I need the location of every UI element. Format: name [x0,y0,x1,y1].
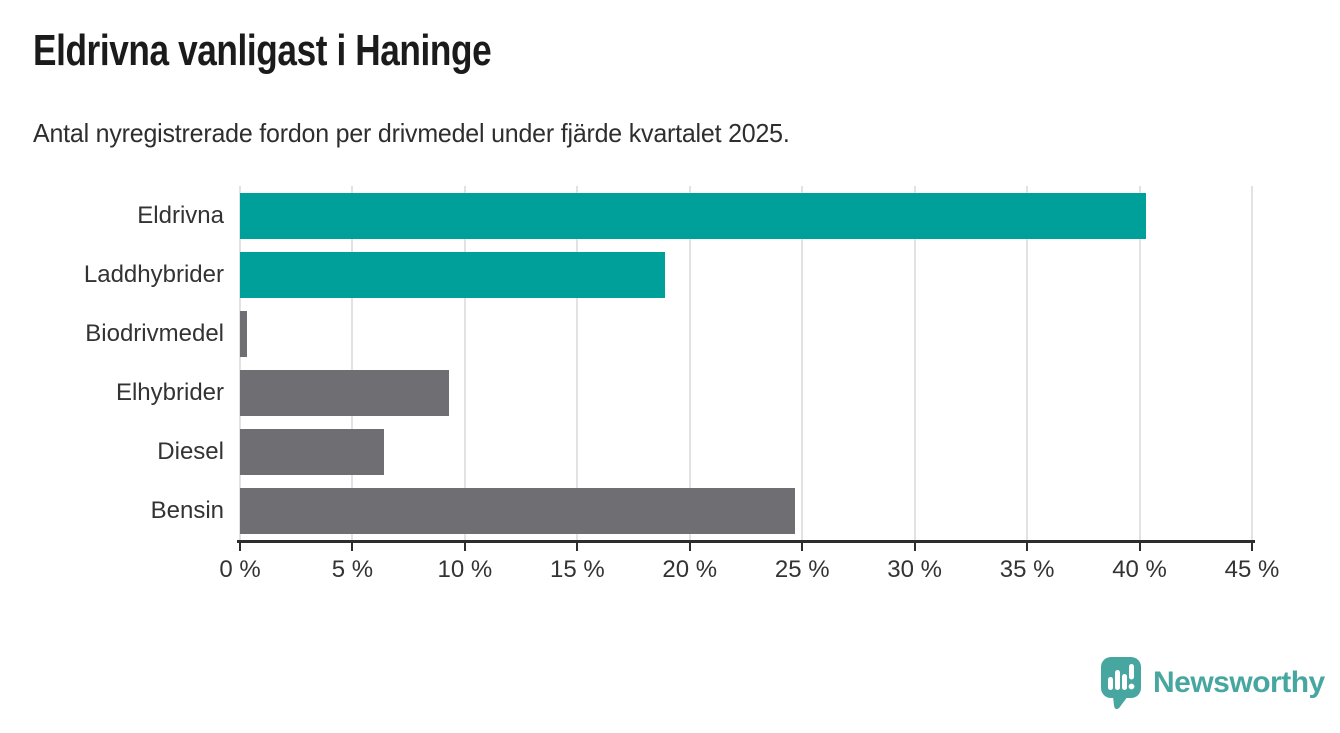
bar-eldrivna [240,192,1147,239]
x-tick-mark [463,540,466,551]
bar-row [240,186,1252,245]
chart-title: Eldrivna vanligast i Haninge [33,26,492,75]
x-tick-label: 10 % [437,556,493,583]
x-axis-ticks [239,540,1253,551]
x-tick-mark [1251,540,1253,551]
category-label: Biodrivmedel [85,319,224,347]
x-tick-label: 5 % [331,556,374,583]
x-tick-mark [1138,540,1141,551]
gridline [913,186,916,541]
x-tick-label: 40 % [1112,556,1167,583]
newsworthy-logo-icon [1101,657,1141,710]
x-tick-label: 35 % [999,556,1055,583]
x-tick-label: 0 % [219,556,261,583]
gridline [1138,186,1141,541]
gridline [576,186,579,541]
newsworthy-logo-text: Newsworthy [1153,666,1325,699]
x-axis-labels: 0 % 5 % 10 % 15 % 20 % 25 % 30 % 35 % 40 % 45 % [219,556,1279,584]
bar-biodrivmedel [240,310,247,357]
bar-row [240,423,1252,482]
category-label: Eldrivna [137,201,224,229]
gridline [239,186,241,541]
bar-laddhybrider [240,251,666,298]
gridline [1026,186,1029,541]
bar-rows [240,186,1252,541]
bar-row [240,245,1252,304]
x-tick-label: 20 % [662,556,718,583]
bar-row [240,304,1252,363]
gridline [801,186,804,541]
gridline [688,186,691,541]
plot-area [239,186,1253,541]
x-axis-line [237,540,1255,543]
x-tick-mark [239,540,241,551]
category-label: Laddhybrider [83,260,224,288]
x-tick-mark [688,540,691,551]
x-tick-mark [576,540,579,551]
x-tick-label: 30 % [887,556,943,583]
category-label: Elhybrider [115,379,224,407]
category-labels: Eldrivna Laddhybrider Biodrivmedel Elhybrid… [0,186,224,541]
x-tick-mark [913,540,916,551]
x-tick-mark [351,540,354,551]
bar-row [240,364,1252,423]
newsworthy-logo: Newsworthy [1100,656,1325,710]
gridline [1251,186,1253,541]
chart-subtitle: Antal nyregistrerade fordon per drivmede… [33,118,790,148]
bar-elhybrider [240,370,450,417]
gridline [463,186,466,541]
x-tick-label: 15 % [549,556,605,583]
category-label: Bensin [150,497,224,525]
x-tick-mark [801,540,804,551]
bar-diesel [240,429,384,476]
gridline [351,186,354,541]
x-tick-label: 25 % [774,556,830,583]
category-label: Diesel [157,438,224,466]
bar-row [240,482,1252,541]
x-tick-label: 45 % [1224,556,1280,583]
x-tick-mark [1026,540,1029,551]
bar-bensin [240,488,796,535]
